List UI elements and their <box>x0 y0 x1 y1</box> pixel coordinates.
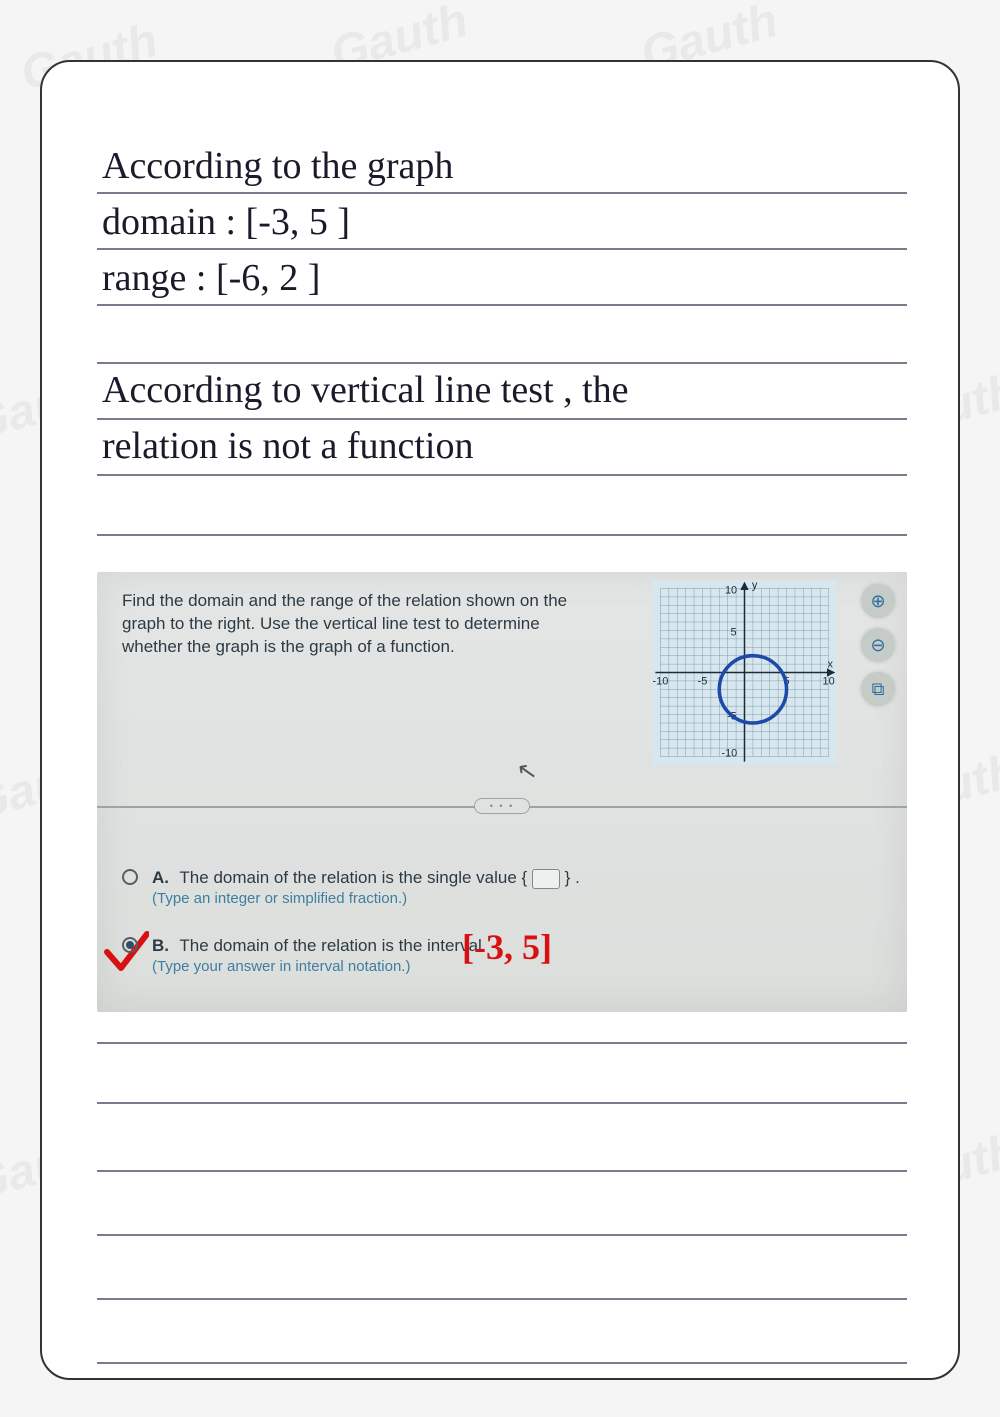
notebook-rule <box>97 362 907 364</box>
notebook-rule <box>97 418 907 420</box>
handwriting-line-4: According to vertical line test , the <box>102 368 629 412</box>
option-a-text-pre: The domain of the relation is the single… <box>179 868 527 887</box>
svg-text:10: 10 <box>725 584 737 596</box>
notebook-rule <box>97 304 907 306</box>
zoom-in-icon[interactable]: ⊕ <box>861 584 895 618</box>
notebook-rule <box>97 1234 907 1236</box>
handwriting-line-3: range : [-6, 2 ] <box>102 256 320 300</box>
option-b-letter: B. <box>152 936 169 955</box>
popout-icon[interactable]: ⧉ <box>861 672 895 706</box>
radio-a[interactable] <box>122 869 138 885</box>
svg-text:-10: -10 <box>721 748 737 760</box>
notebook-rule <box>97 1102 907 1104</box>
graph-svg: -10 -5 5 10 10 5 -5 -10 x y <box>652 580 837 765</box>
notebook-rule <box>97 534 907 536</box>
option-a-letter: A. <box>152 868 169 887</box>
notebook-page: According to the graph domain : [-3, 5 ]… <box>40 60 960 1380</box>
svg-text:-10: -10 <box>653 675 669 687</box>
svg-text:5: 5 <box>731 627 737 639</box>
notebook-rule <box>97 248 907 250</box>
option-a-blank[interactable] <box>532 869 560 889</box>
handwriting-line-5: relation is not a function <box>102 424 473 468</box>
coordinate-graph: -10 -5 5 10 10 5 -5 -10 x y <box>652 580 837 765</box>
notebook-rule <box>97 1042 907 1044</box>
option-b-text: The domain of the relation is the interv… <box>179 936 481 955</box>
radio-b[interactable] <box>122 937 138 953</box>
expand-pill[interactable]: • • • <box>474 798 530 814</box>
option-b-sub: (Type your answer in interval notation.) <box>152 958 482 975</box>
notebook-rule <box>97 1362 907 1364</box>
embedded-problem-panel: Find the domain and the range of the rel… <box>97 572 907 1012</box>
notebook-rule <box>97 1298 907 1300</box>
handwriting-line-2: domain : [-3, 5 ] <box>102 200 350 244</box>
zoom-out-icon[interactable]: ⊖ <box>861 628 895 662</box>
option-b-answer: [-3, 5] <box>462 926 552 968</box>
handwriting-line-1: According to the graph <box>102 144 453 188</box>
y-axis-label: y <box>752 580 758 591</box>
option-a[interactable]: A. The domain of the relation is the sin… <box>122 866 842 907</box>
option-a-sub: (Type an integer or simplified fraction.… <box>152 890 580 907</box>
notebook-rule <box>97 1170 907 1172</box>
option-a-text-post: } . <box>565 868 580 887</box>
x-axis-label: x <box>828 658 834 670</box>
svg-text:10: 10 <box>823 675 835 687</box>
problem-prompt: Find the domain and the range of the rel… <box>122 590 602 659</box>
cursor-icon: ↖ <box>515 755 540 787</box>
svg-text:-5: -5 <box>698 675 708 687</box>
graph-toolbar: ⊕ ⊖ ⧉ <box>861 584 895 706</box>
notebook-rule <box>97 474 907 476</box>
notebook-rule <box>97 192 907 194</box>
